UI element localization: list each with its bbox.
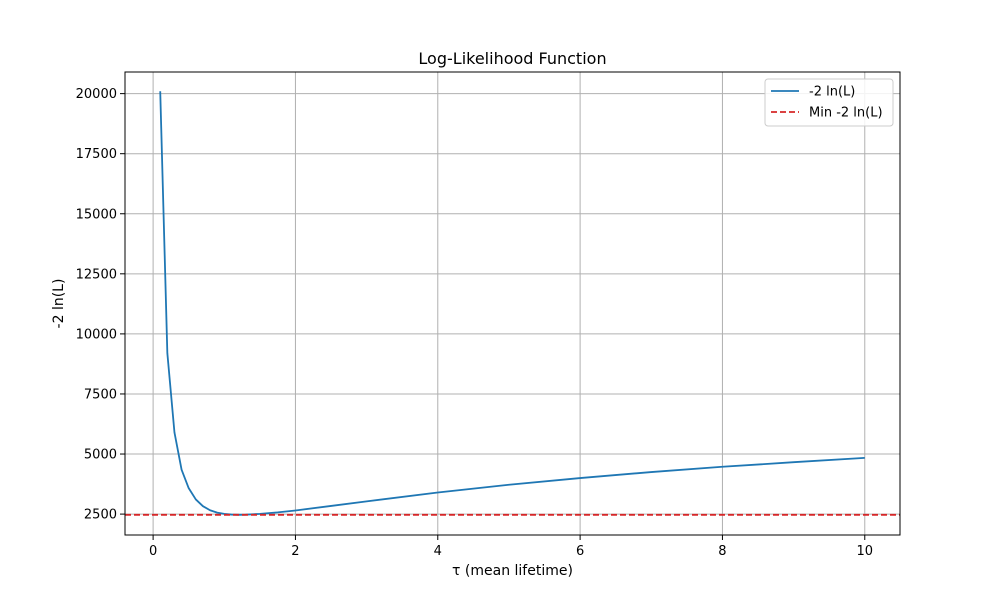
y-tick-label: 2500 (84, 508, 117, 523)
axis-ticks: 0 2 4 6 8 10 2500 5000 7500 10000 12500 15000 17500 2… (76, 87, 873, 559)
y-tick-label: 7500 (84, 387, 117, 402)
legend-label: -2 ln(L) (809, 85, 855, 100)
x-tick-label: 10 (856, 544, 873, 559)
y-axis-label: -2 ln(L) (51, 279, 67, 329)
x-tick-label: 8 (718, 544, 726, 559)
x-tick-label: 2 (291, 544, 299, 559)
x-axis-label: τ (mean lifetime) (452, 563, 573, 579)
y-tick-label: 17500 (76, 147, 117, 162)
x-tick-label: 0 (149, 544, 157, 559)
plot-series (125, 91, 900, 516)
legend-label: Min -2 ln(L) (809, 106, 883, 121)
plot-area-frame (124, 71, 901, 536)
legend: -2 ln(L) Min -2 ln(L) (764, 78, 894, 127)
y-tick-label: 5000 (84, 448, 117, 463)
y-tick-label: 20000 (76, 87, 117, 102)
x-tick-label: 4 (434, 544, 442, 559)
y-tick-label: 15000 (76, 207, 117, 222)
y-tick-label: 12500 (76, 267, 117, 282)
chart-title: Log-Likelihood Function (418, 49, 606, 68)
y-tick-label: 10000 (76, 327, 117, 342)
x-tick-label: 6 (576, 544, 584, 559)
grid (125, 72, 900, 535)
